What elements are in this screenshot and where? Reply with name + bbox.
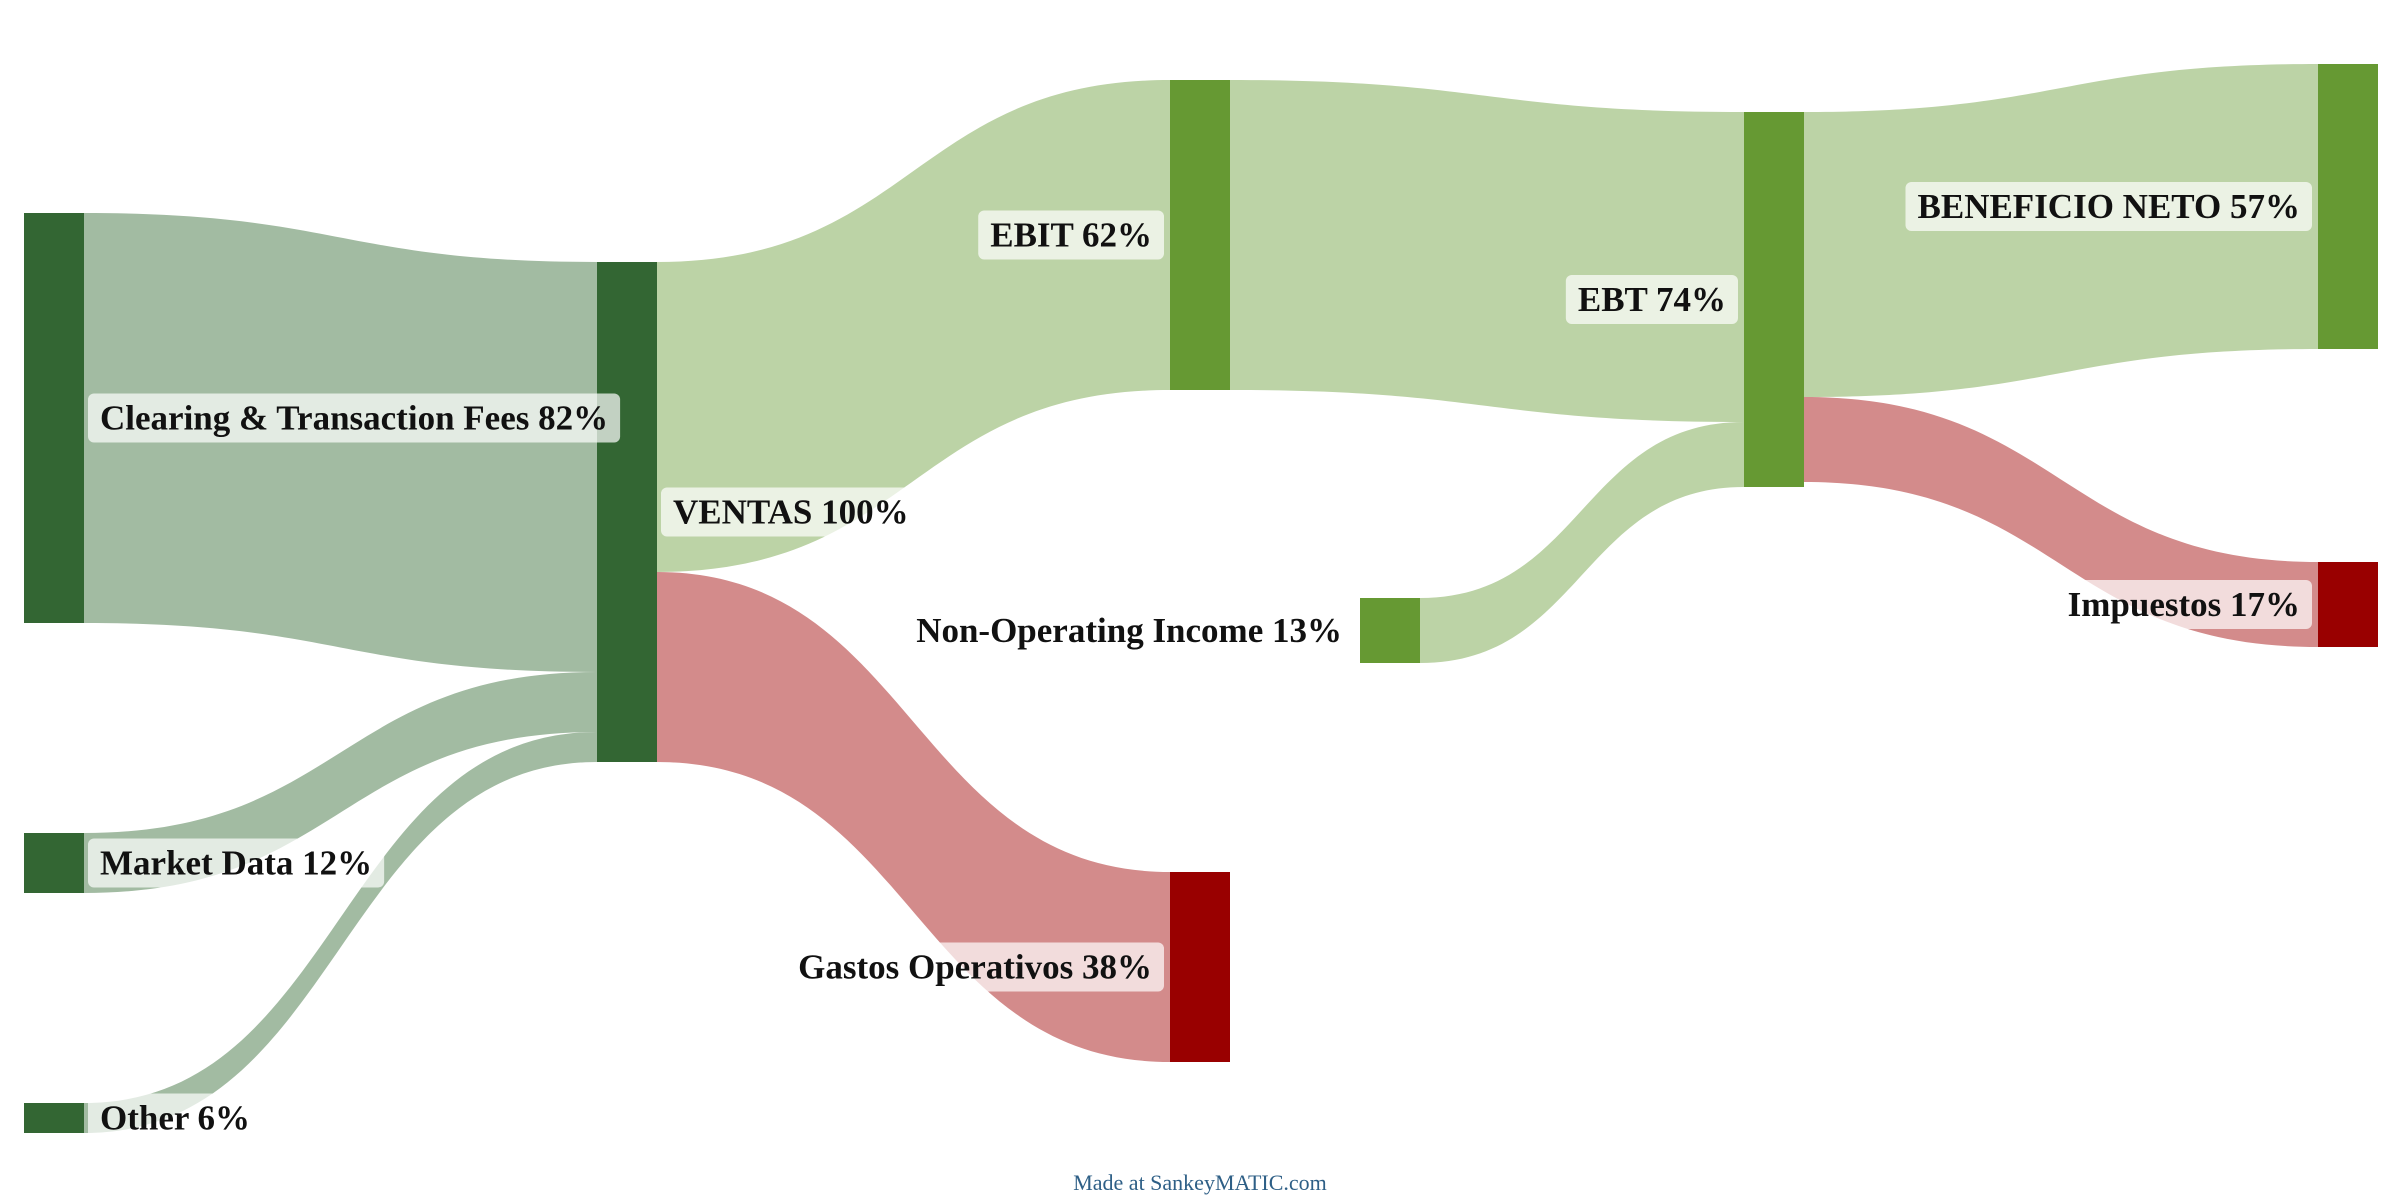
- flow-ventas-to-ebit[interactable]: [657, 80, 1170, 572]
- flow-nonop-to-ebt[interactable]: [1420, 422, 1744, 663]
- node-label-text-clearing: Clearing & Transaction Fees 82%: [100, 399, 608, 438]
- flow-market-to-ventas[interactable]: [84, 672, 597, 893]
- label-background-ventas: [661, 487, 921, 537]
- flow-ebit-to-ebt[interactable]: [1230, 80, 1744, 422]
- node-market[interactable]: [24, 833, 84, 893]
- label-background-neto: [1905, 182, 2312, 231]
- node-label-neto: BENEFICIO NETO 57%: [1905, 182, 2312, 231]
- label-background-ebt: [1565, 275, 1738, 324]
- node-label-clearing: Clearing & Transaction Fees 82%: [88, 393, 621, 443]
- node-ebit[interactable]: [1170, 80, 1230, 390]
- node-label-text-gastos: Gastos Operativos 38%: [798, 948, 1152, 987]
- node-label-ebt: EBT 74%: [1565, 275, 1738, 324]
- label-background-market: [88, 838, 385, 888]
- label-background-other: [88, 1093, 263, 1143]
- node-ebt[interactable]: [1744, 112, 1804, 487]
- node-label-ebit: EBIT 62%: [978, 210, 1164, 260]
- node-neto[interactable]: [2318, 64, 2378, 349]
- label-background-impuestos: [2055, 580, 2312, 629]
- node-label-text-market: Market Data 12%: [100, 844, 372, 883]
- node-label-ventas: VENTAS 100%: [661, 487, 921, 537]
- node-label-text-ventas: VENTAS 100%: [673, 493, 909, 532]
- node-label-text-neto: BENEFICIO NETO 57%: [1918, 187, 2301, 226]
- node-impuestos[interactable]: [2318, 562, 2378, 647]
- node-label-gastos: Gastos Operativos 38%: [786, 942, 1164, 992]
- node-label-text-ebit: EBIT 62%: [990, 216, 1152, 255]
- flow-ventas-to-gastos[interactable]: [657, 572, 1170, 1062]
- node-label-text-nonop: Non-Operating Income 13%: [916, 611, 1342, 650]
- nodes-layer: [24, 64, 2378, 1133]
- node-label-text-other: Other 6%: [100, 1099, 250, 1138]
- label-background-ebit: [978, 210, 1164, 260]
- node-label-impuestos: Impuestos 17%: [2055, 580, 2312, 629]
- node-label-text-impuestos: Impuestos 17%: [2068, 585, 2300, 624]
- node-clearing[interactable]: [24, 213, 84, 623]
- labels-layer: Clearing & Transaction Fees 82% Market Da…: [88, 182, 2312, 1143]
- node-label-market: Market Data 12%: [88, 838, 385, 888]
- label-background-clearing: [88, 393, 621, 443]
- node-label-text-ebt: EBT 74%: [1578, 280, 1726, 319]
- flow-other-to-ventas[interactable]: [84, 732, 597, 1133]
- label-background-gastos: [786, 942, 1164, 992]
- node-nonop[interactable]: [1360, 598, 1420, 663]
- credit-link[interactable]: Made at SankeyMATIC.com: [1073, 1170, 1327, 1195]
- node-label-nonop: Non-Operating Income 13%: [904, 606, 1354, 655]
- label-background-nonop: [904, 606, 1354, 655]
- node-label-other: Other 6%: [88, 1093, 263, 1143]
- node-ventas[interactable]: [597, 262, 657, 762]
- node-gastos[interactable]: [1170, 872, 1230, 1062]
- node-other[interactable]: [24, 1103, 84, 1133]
